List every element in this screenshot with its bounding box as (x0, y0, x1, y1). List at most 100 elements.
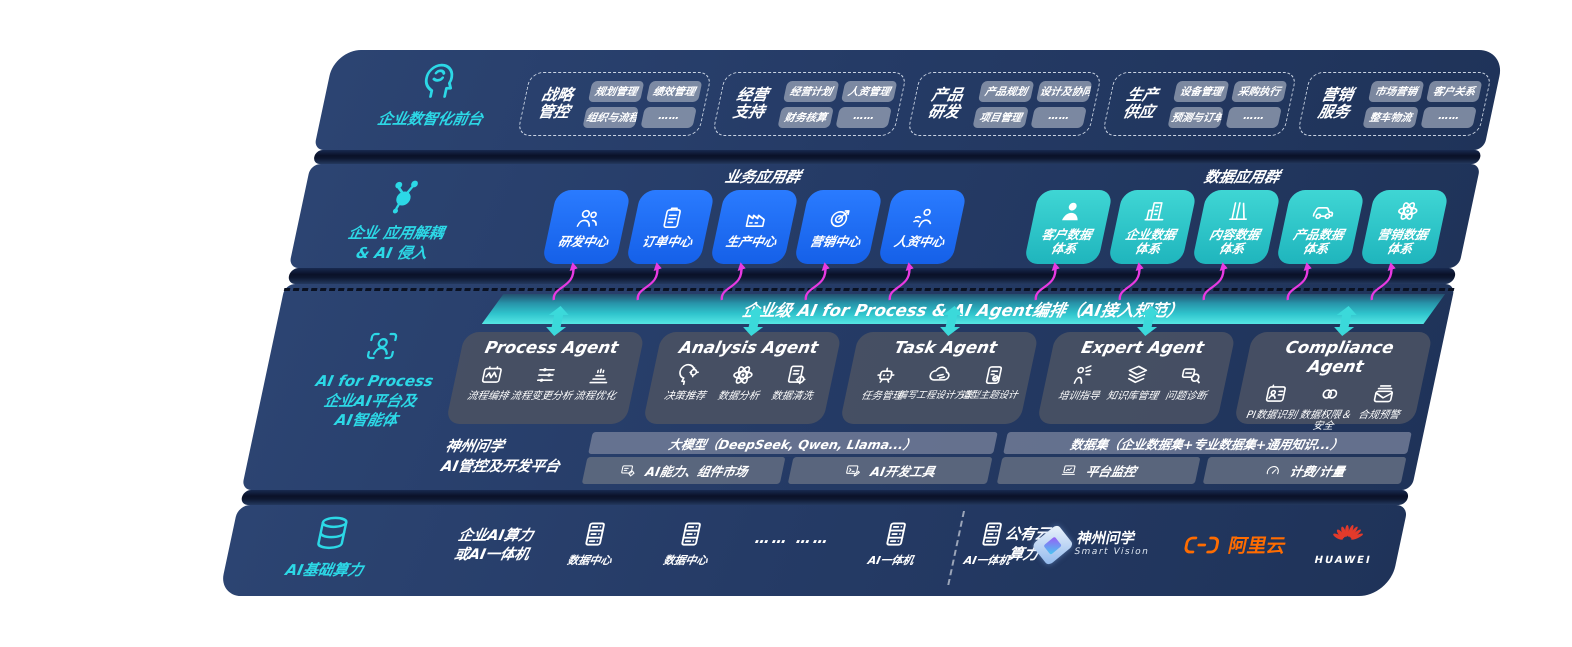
laptop-chart-icon (1058, 462, 1079, 479)
id-card-icon (1261, 381, 1293, 407)
chip: 产品规划 (978, 80, 1035, 102)
platform-row: 神州问学 AI管控及开发平台 大模型（DeepSeek, Qwen, Llama.… (438, 432, 1412, 484)
band-edge (240, 490, 1410, 505)
data-box-marketing: 营销数据 体系 (1359, 190, 1450, 264)
app-layer-label: 企业 应用解耦 & AI 侵入 (346, 224, 446, 262)
head-icon (674, 362, 706, 388)
sync-arrow-icon (1331, 306, 1359, 336)
cell-monitor: 平台监控 (996, 457, 1201, 484)
chip: 经营计划 (783, 80, 840, 102)
chip: 组织与流程 (582, 106, 639, 128)
cell-dev-tools: AI开发工具 (788, 457, 992, 484)
ai-layer-band: 企业级 AI for Process & AI Agent编排（AI接入规范） … (241, 284, 1456, 490)
group-title: 生产 供应 (1121, 85, 1160, 121)
app-box-order-center: 订单中心 (625, 190, 716, 264)
agent-expert: Expert Agent 培训指导 知识库管理 问题诊断 (1036, 306, 1237, 424)
app-layer-rail: 企业 应用解耦 & AI 侵入 (305, 176, 493, 263)
compute-label: 企业AI算力 或AI一体机 (452, 528, 535, 563)
flow-arrow-icon (720, 262, 746, 301)
node-datacenter: 数据中心 (653, 519, 725, 568)
chip: …… (835, 106, 892, 128)
platform-title: 神州问学 AI管控及开发平台 (439, 439, 562, 475)
band-edge (312, 150, 1482, 164)
group-title: 经营 支持 (731, 85, 770, 121)
aliyun-logo: 阿里云 (1180, 531, 1289, 558)
business-apps-row: 研发中心 订单中心 生产中心 营销中心 人资中心 (541, 190, 968, 264)
clipboard-icon (657, 205, 689, 231)
band-edge (287, 268, 1457, 284)
group-title: 营销 服务 (1316, 85, 1355, 121)
aliyun-bracket-icon (1184, 536, 1220, 553)
flow-arrow-icon (1202, 262, 1228, 301)
scan-person-icon (360, 328, 404, 364)
front-office-band: 企业数智化前台 战略 管控 规划管理 绩效管理 组织与流程 …… 经营 支持 经营计… (313, 50, 1505, 150)
dataset-group: 数据集（企业数据集+专业数据集+通用知识...） 平台监控 计费/计量 (996, 432, 1412, 484)
chip: 财务核算 (777, 106, 834, 128)
flow-arrow-icon (1286, 262, 1312, 301)
app-box-hr-center: 人资中心 (877, 190, 968, 264)
ellipsis-text: …… …… (753, 529, 833, 547)
database-icon (308, 513, 357, 553)
dataset-header: 数据集（企业数据集+专业数据集+通用知识...） (1002, 432, 1412, 454)
group-title: 战略 管控 (536, 85, 575, 121)
agent-process: Process Agent 流程编排 流程变更分析 流程优化 (445, 306, 646, 424)
mail-alert-icon (1368, 381, 1400, 407)
group-marketing-service: 营销 服务 市场营销 客户关系 整车物流 …… (1296, 72, 1493, 136)
server-icon (974, 519, 1010, 549)
front-office-groups: 战略 管控 规划管理 绩效管理 组织与流程 …… 经营 支持 经营计划 人资管理 财… (516, 72, 1493, 136)
cell-billing: 计费/计量 (1202, 457, 1407, 484)
group-operation-support: 经营 支持 经营计划 人资管理 财务核算 …… (711, 72, 908, 136)
agents-row: Process Agent 流程编排 流程变更分析 流程优化 Analysis … (445, 306, 1434, 432)
flow-icon (477, 362, 509, 388)
theme-design-icon (978, 362, 1010, 388)
sync-arrow-icon (1134, 306, 1162, 336)
server-icon (577, 519, 613, 549)
node-ai-appliance: AI一体机 (954, 519, 1026, 568)
flow-arrow-icon (804, 262, 830, 301)
chip: 采购执行 (1231, 80, 1288, 102)
chip: …… (1225, 106, 1282, 128)
front-office-label: 企业数智化前台 (375, 110, 485, 128)
node-ai-appliance: AI一体机 (858, 519, 930, 568)
chip: 整车物流 (1362, 106, 1419, 128)
data-box-content: 内容数据 体系 (1191, 190, 1282, 264)
robot-icon (871, 362, 903, 388)
agent-compliance: Compliance Agent PI数据识别 数据权限＆安全 合规预警 (1233, 306, 1434, 432)
sliders-icon (530, 362, 562, 388)
molecule-icon (380, 176, 429, 216)
sync-arrow-icon (740, 306, 768, 336)
chip: 规划管理 (588, 80, 645, 102)
training-icon (1068, 362, 1100, 388)
devtools-icon (843, 462, 864, 479)
atom-icon (1392, 198, 1424, 224)
flow-arrow-icon (1370, 262, 1396, 301)
app-box-production-center: 生产中心 (709, 190, 800, 264)
chip: 人资管理 (841, 80, 898, 102)
person-icon (1056, 198, 1088, 224)
server-icon (878, 519, 914, 549)
target-icon (825, 205, 857, 231)
cloud-pen-icon (924, 362, 956, 388)
chip: 客户关系 (1426, 80, 1483, 102)
rings-icon (1314, 381, 1346, 407)
vendor-logos: 神州问学 Smart Vision 阿里云 (1031, 523, 1379, 566)
data-box-customer: 客户数据 体系 (1023, 190, 1114, 264)
chip: …… (640, 106, 697, 128)
diagnose-icon (1175, 362, 1207, 388)
business-apps-title: 业务应用群 (723, 168, 803, 186)
app-box-marketing-center: 营销中心 (793, 190, 884, 264)
flow-arrow-icon (636, 262, 662, 301)
building-icon (1140, 198, 1172, 224)
books-icon (1224, 198, 1256, 224)
app-layer-band: 企业 应用解耦 & AI 侵入 业务应用群 数据应用群 研发中心 订单中心 生产中… (288, 164, 1481, 268)
chip: 设备管理 (1173, 80, 1230, 102)
ai-layer-rail: AI for Process 企业AI平台及 AI智能体 (274, 328, 476, 431)
brain-icon (412, 58, 465, 102)
chip: …… (1030, 106, 1087, 128)
agent-task: Task Agent 任务管理 编写工程设计方案 造型主题设计 (839, 306, 1040, 424)
doc-clean-icon (781, 362, 813, 388)
group-production-supply: 生产 供应 设备管理 采购执行 预测与订单 …… (1101, 72, 1298, 136)
huawei-logo: HUAWEI (1313, 523, 1379, 566)
group-product-rd: 产品 研发 产品规划 设计及协同 项目管理 …… (906, 72, 1103, 136)
